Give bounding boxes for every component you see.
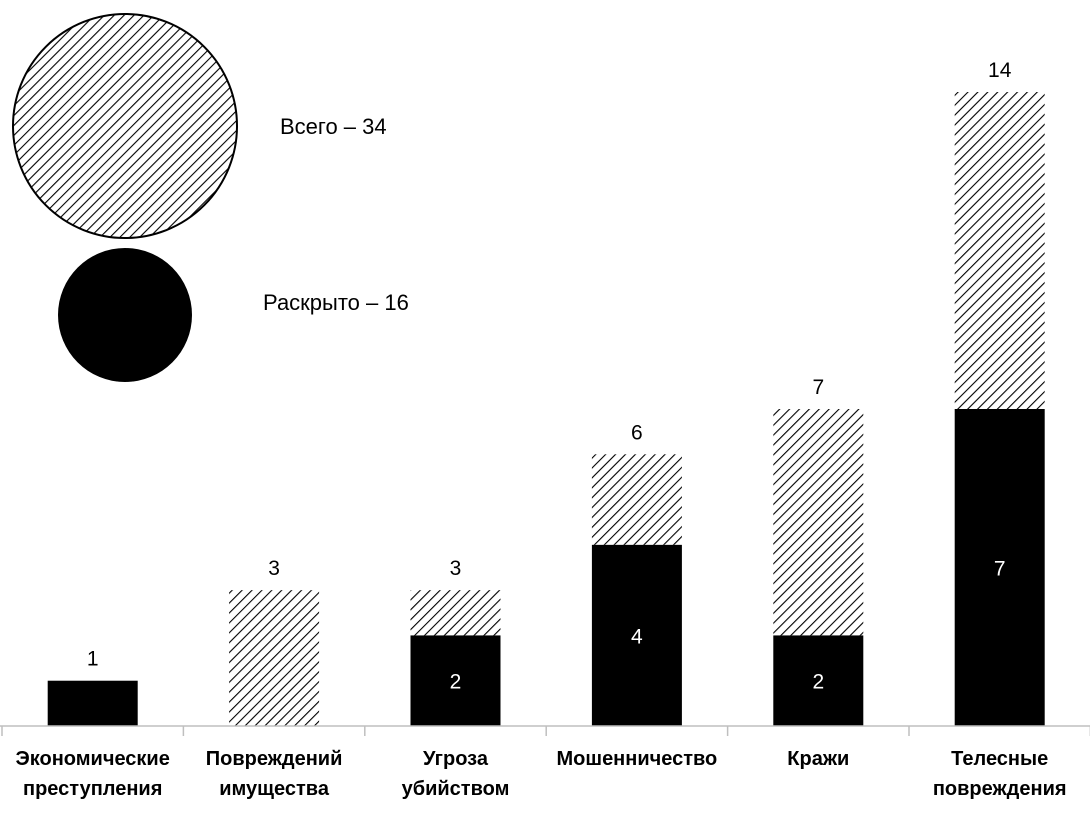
x-axis-ticks [1, 726, 1090, 736]
category-label: Угроза убийством [402, 748, 510, 800]
bar-total [954, 92, 1045, 409]
bar-total [410, 590, 501, 636]
bar-total [591, 454, 682, 545]
bar-solved [591, 544, 682, 726]
category-label: Телесные повреждения [933, 748, 1067, 800]
solved-value-label: 2 [450, 671, 462, 694]
bar-solved [47, 680, 138, 726]
bar-total [229, 590, 320, 726]
total-value-label: 3 [450, 557, 462, 580]
legend-solved-swatch [58, 248, 192, 382]
bars-layer [47, 92, 1045, 726]
solved-value-label: 7 [994, 558, 1006, 581]
legend-solved-label: Раскрыто – 16 [263, 290, 409, 315]
legend: Всего – 34 Раскрыто – 16 [12, 13, 409, 382]
legend-total-label: Всего – 34 [280, 114, 387, 139]
bar-solved [954, 409, 1045, 726]
category-labels: Экономические преступления Повреждений имущ… [16, 748, 1067, 800]
legend-total-swatch [12, 13, 238, 239]
solved-value-label: 2 [812, 671, 824, 694]
bar-solved [410, 635, 501, 726]
category-label: Повреждений имущества [206, 748, 343, 800]
category-label: Экономические преступления [16, 748, 170, 800]
category-label: Кражи [787, 748, 849, 770]
bar-total [773, 409, 864, 636]
total-value-label: 6 [631, 421, 643, 444]
total-value-label: 3 [268, 557, 280, 580]
category-label: Мошенничество [557, 748, 718, 770]
labels-layer: 1 3 3 2 6 4 7 2 14 7 [87, 59, 1012, 694]
total-value-label: 1 [87, 648, 99, 671]
bar-solved [773, 635, 864, 726]
total-value-label: 14 [988, 59, 1012, 82]
total-value-label: 7 [812, 376, 824, 399]
solved-value-label: 4 [631, 625, 643, 648]
